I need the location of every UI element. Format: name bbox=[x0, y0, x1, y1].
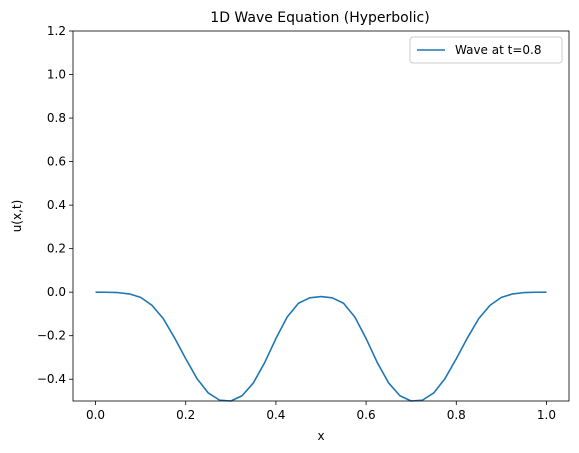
legend: Wave at t=0.8 bbox=[409, 36, 563, 64]
x-tick-label: 0.6 bbox=[357, 408, 376, 422]
series-line-wave bbox=[95, 291, 547, 402]
x-tick-label: 0.8 bbox=[447, 408, 466, 422]
x-tick-label: 1.0 bbox=[537, 408, 556, 422]
x-tick-label: 0.2 bbox=[176, 408, 195, 422]
plot-frame bbox=[72, 30, 570, 402]
x-axis-label: x bbox=[317, 429, 324, 443]
y-tick-label: 0.8 bbox=[47, 111, 66, 125]
y-axis-label: u(x,t) bbox=[10, 200, 24, 233]
y-tick-label: 0.6 bbox=[47, 155, 66, 169]
x-tick-label: 0.0 bbox=[86, 408, 105, 422]
chart-title: 1D Wave Equation (Hyperbolic) bbox=[210, 10, 429, 26]
x-axis: 0.0 0.2 0.4 0.6 0.8 1.0 bbox=[86, 401, 556, 422]
y-tick-label: 1.0 bbox=[47, 68, 66, 82]
y-tick-label: 0.0 bbox=[47, 285, 66, 299]
legend-label: Wave at t=0.8 bbox=[455, 43, 541, 57]
y-tick-label: 1.2 bbox=[47, 24, 66, 38]
y-axis: −0.4 −0.2 0.0 0.2 0.4 0.6 0.8 1.0 1.2 bbox=[37, 24, 73, 386]
x-tick-label: 0.4 bbox=[266, 408, 285, 422]
y-tick-label: 0.2 bbox=[47, 242, 66, 256]
plot-area bbox=[95, 291, 547, 402]
y-tick-label: −0.2 bbox=[37, 329, 66, 343]
y-tick-label: 0.4 bbox=[47, 198, 66, 212]
legend-box bbox=[409, 36, 563, 64]
y-tick-label: −0.4 bbox=[37, 372, 66, 386]
